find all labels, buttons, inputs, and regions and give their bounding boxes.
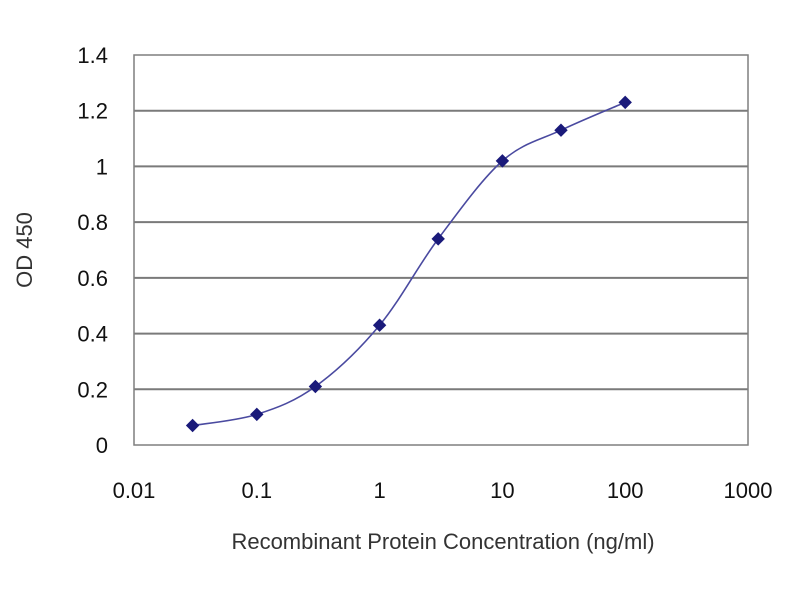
- data-point-marker: [185, 418, 200, 433]
- x-tick-label: 100: [607, 478, 644, 503]
- data-point-marker: [372, 318, 387, 332]
- data-point-marker: [308, 379, 323, 394]
- data-point-marker: [431, 232, 445, 246]
- data-point-marker: [554, 123, 568, 137]
- x-tick-label: 1: [373, 478, 385, 503]
- y-tick-label: 1.2: [77, 99, 108, 124]
- x-axis-tick-labels: 0.01 0.1 1 10 100 1000: [113, 478, 773, 503]
- x-axis-title: Recombinant Protein Concentration (ng/ml…: [231, 529, 654, 554]
- plot-area-frame: [133, 54, 749, 446]
- x-tick-label: 1000: [724, 478, 773, 503]
- y-axis-tick-labels: 0 0.2 0.4 0.6 0.8 1 1.2 1.4: [77, 43, 108, 458]
- x-tick-label: 0.01: [113, 478, 156, 503]
- data-series: [185, 95, 632, 433]
- y-tick-label: 1: [96, 154, 108, 179]
- data-point-marker: [618, 95, 632, 110]
- y-tick-label: 1.4: [77, 43, 108, 68]
- data-point-marker: [495, 154, 510, 168]
- y-tick-label: 0.6: [77, 266, 108, 291]
- x-tick-label: 0.1: [242, 478, 273, 503]
- data-point-marker: [250, 407, 264, 422]
- y-tick-label: 0.4: [77, 322, 108, 347]
- y-tick-label: 0.2: [77, 377, 108, 402]
- series-line: [192, 101, 626, 427]
- gridlines: [134, 109, 748, 391]
- y-axis-title: OD 450: [12, 212, 37, 288]
- y-tick-label: 0.8: [77, 210, 108, 235]
- x-tick-label: 10: [490, 478, 514, 503]
- y-tick-label: 0: [96, 433, 108, 458]
